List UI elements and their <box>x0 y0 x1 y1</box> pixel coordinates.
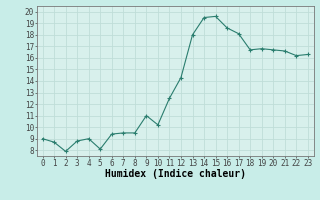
X-axis label: Humidex (Indice chaleur): Humidex (Indice chaleur) <box>105 169 246 179</box>
